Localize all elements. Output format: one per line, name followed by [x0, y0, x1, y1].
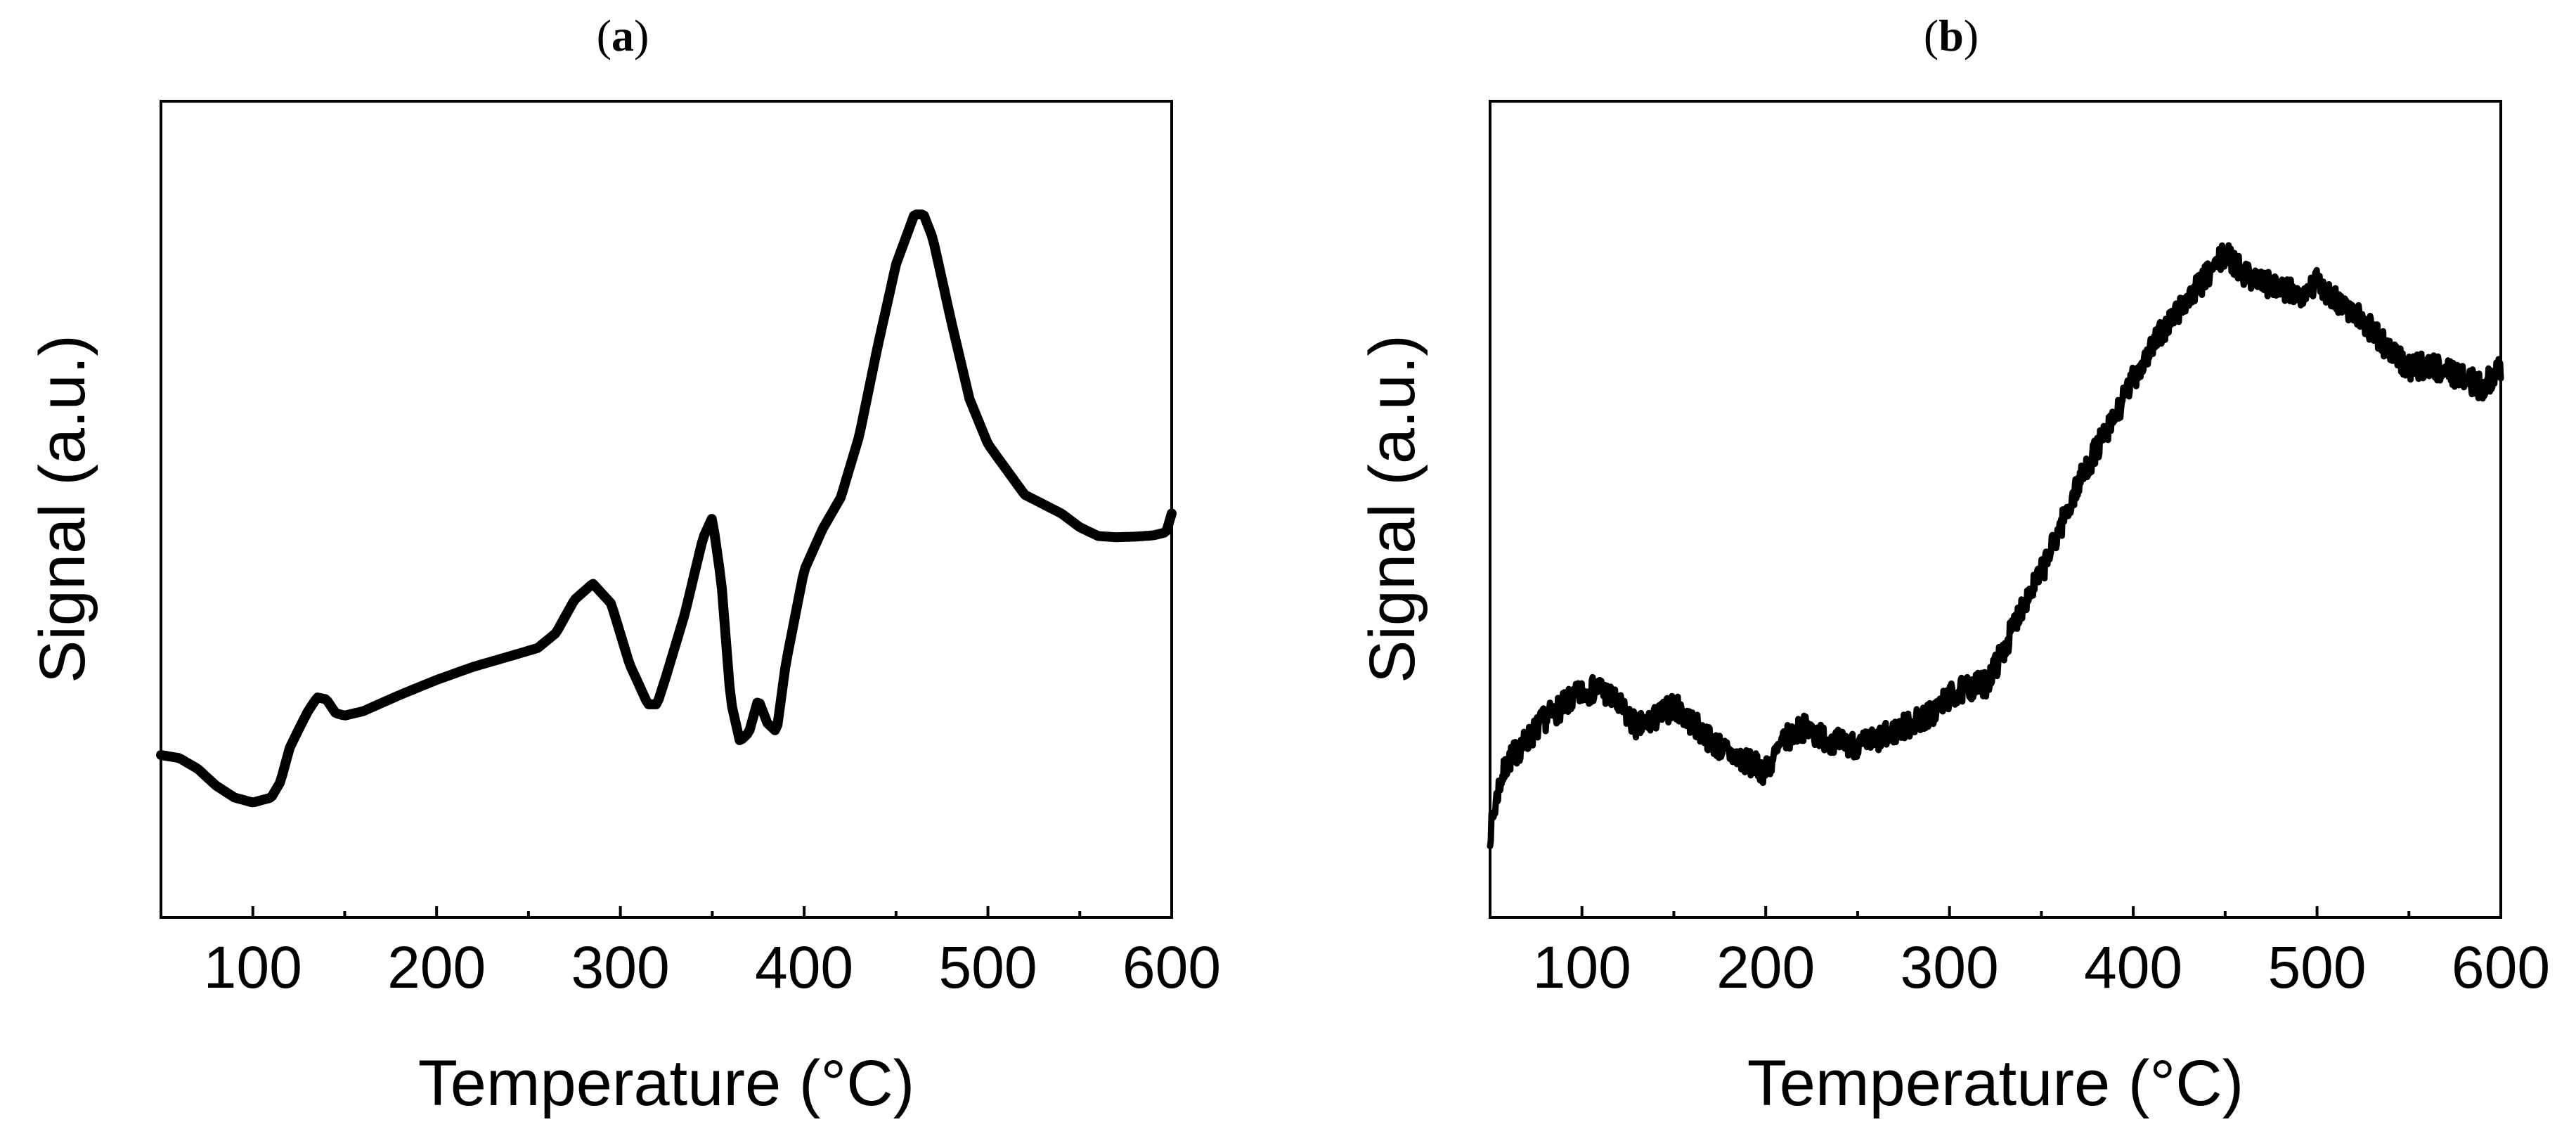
- panel-b-y-axis-title: Signal (a.u.): [1357, 335, 1428, 683]
- panel-b-x-axis: 100 200 300 400 500 600: [1489, 906, 2550, 1000]
- panel-b-x-tick-label-600: 600: [2452, 934, 2550, 1000]
- panel-a-x-tick-label-300: 300: [571, 934, 670, 1000]
- panel-b-plot-area: [1487, 242, 2504, 850]
- panel-a-axes-frame: [160, 100, 1173, 919]
- panel-b-axes-frame: [1489, 100, 2502, 919]
- panel-b-x-tick-label-400: 400: [2084, 934, 2182, 1000]
- panel-a-x-axis-title: Temperature (°C): [418, 1047, 915, 1119]
- panel-b-x-tick-label-100: 100: [1533, 934, 1631, 1000]
- panel-b-x-axis-title: Temperature (°C): [1747, 1047, 2244, 1119]
- panel-b-x-tick-label-500: 500: [2267, 934, 2366, 1000]
- panel-a-x-tick-label-600: 600: [1122, 934, 1221, 1000]
- panel-a-x-tick-label-400: 400: [755, 934, 853, 1000]
- panel-a: (a) 100 200 300 400 500 600 Temperature (°C) …: [27, 11, 1221, 1119]
- panel-b-signal-curve: [1487, 242, 2504, 850]
- panel-b-label: (b): [1924, 11, 1979, 60]
- panel-a-x-axis: 100 200 300 400 500 600: [160, 906, 1221, 1000]
- panel-a-x-tick-label-200: 200: [387, 934, 486, 1000]
- panel-a-plot-area: [156, 209, 1177, 808]
- panel-b: (b) 100 200 300 400 500 600 Temperature (°C) …: [1357, 11, 2550, 1119]
- panel-a-signal-curve: [156, 209, 1177, 808]
- panel-a-label: (a): [597, 11, 649, 60]
- panel-b-x-tick-label-300: 300: [1901, 934, 1999, 1000]
- panel-b-x-tick-label-200: 200: [1716, 934, 1815, 1000]
- panel-a-y-axis-title: Signal (a.u.): [27, 335, 98, 683]
- panel-a-x-tick-label-500: 500: [938, 934, 1037, 1000]
- panel-a-x-tick-label-100: 100: [204, 934, 302, 1000]
